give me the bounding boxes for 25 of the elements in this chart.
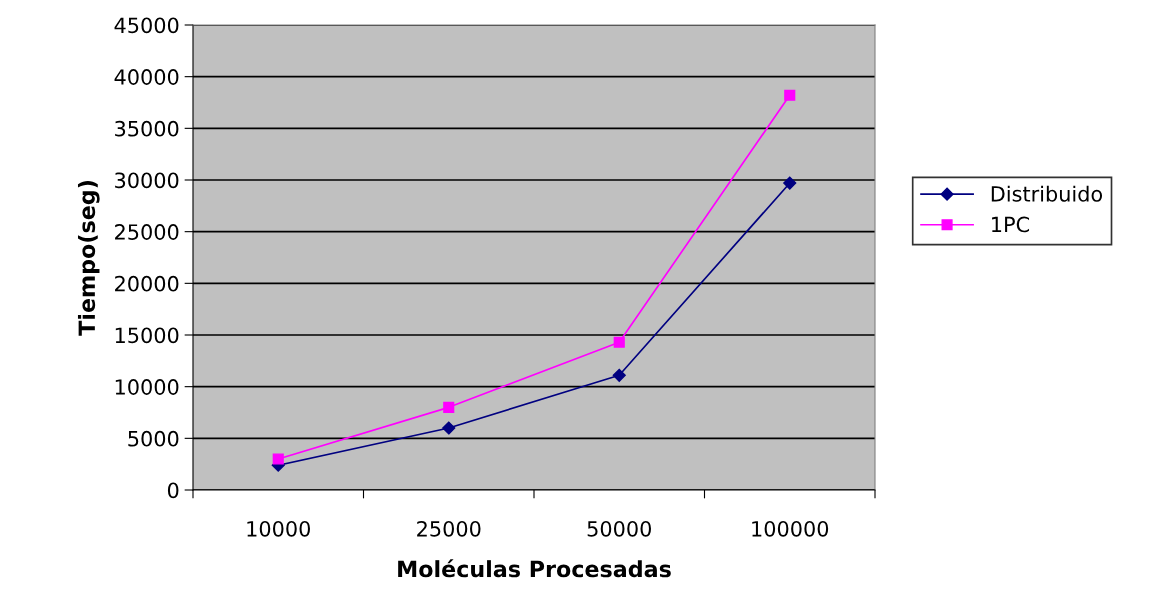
point <box>272 453 284 465</box>
y-tick-label: 25000 <box>115 224 179 240</box>
legend-label: Distribuido <box>991 185 1103 202</box>
y-tick-label: 15000 <box>115 327 179 344</box>
y-tick-label: 40000 <box>114 69 179 85</box>
point <box>612 368 626 382</box>
point <box>443 401 455 413</box>
point <box>442 421 456 435</box>
y-tick-label: 30000 <box>115 172 179 189</box>
y-tick-label: 20000 <box>115 275 179 292</box>
y-tick-label: 45000 <box>114 17 179 34</box>
x-tick-label: 25000 <box>417 520 481 537</box>
x-tick-label: 100000 <box>752 520 829 537</box>
x-tick-label: 10000 <box>247 520 310 537</box>
y-tick-label: 35000 <box>115 120 179 137</box>
y-tick-label: 0 <box>167 482 179 499</box>
point <box>784 89 796 101</box>
y-axis-title: Tiempo(seg) <box>77 181 100 336</box>
x-axis-title: Moléculas Procesadas <box>398 559 671 578</box>
y-tick-label: 5000 <box>128 430 179 447</box>
y-tick-label: 10000 <box>115 379 179 395</box>
point <box>783 176 797 190</box>
x-tick-label: 50000 <box>587 520 651 537</box>
legend-label: 1PC <box>992 216 1030 233</box>
point <box>613 336 625 348</box>
